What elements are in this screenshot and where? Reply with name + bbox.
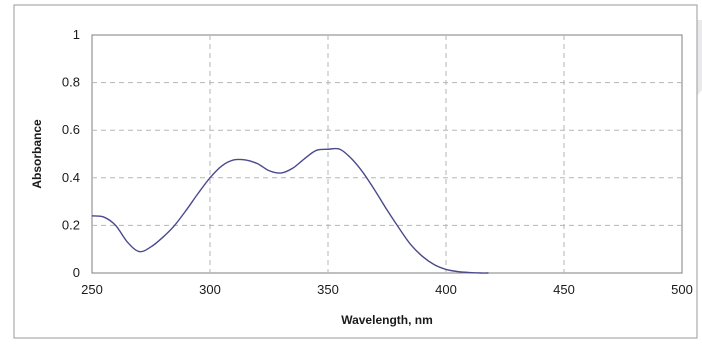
y-tick-label: 0.8 [62,75,80,90]
x-tick-label: 250 [81,282,103,297]
y-tick-label: 0 [73,265,80,280]
x-tick-label: 450 [553,282,575,297]
y-tick-label: 0.4 [62,170,80,185]
y-tick-label: 1 [73,27,80,42]
x-tick-labels: 250 300 350 400 450 500 [81,282,693,297]
plot-area [91,34,683,274]
x-tick-label: 300 [199,282,221,297]
x-tick-label: 350 [317,282,339,297]
y-axis-title: Absorbance [30,119,44,189]
y-tick-labels: 0 0.2 0.4 0.6 0.8 1 [62,27,80,280]
y-tick-label: 0.2 [62,217,80,232]
absorbance-series-line [91,147,489,274]
gridlines [92,35,682,273]
x-tick-label: 500 [671,282,693,297]
x-tick-label: 400 [435,282,457,297]
x-axis-title: Wavelength, nm [341,313,433,327]
y-tick-label: 0.6 [62,122,80,137]
